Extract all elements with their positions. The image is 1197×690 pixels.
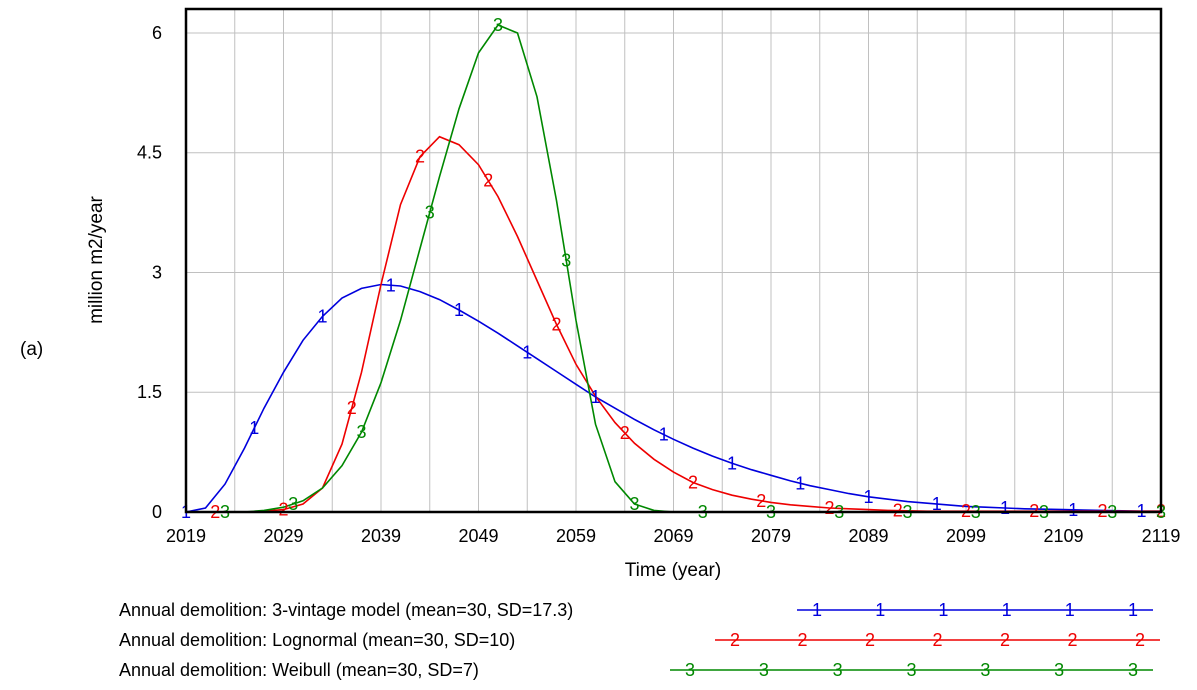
series-marker-1: 1 — [659, 425, 669, 445]
legend-marker-1: 1 — [1128, 600, 1138, 620]
x-tick-label: 2019 — [166, 526, 206, 546]
grid — [186, 9, 1161, 512]
x-tick-label: 2069 — [653, 526, 693, 546]
series-marker-1: 1 — [249, 418, 259, 438]
series-marker-2: 2 — [620, 423, 630, 443]
series-marker-2: 2 — [756, 491, 766, 511]
series-marker-1: 1 — [932, 494, 942, 514]
series-marker-3: 3 — [288, 494, 298, 514]
legend-label-1: Annual demolition: 3-vintage model (mean… — [119, 600, 573, 620]
series-marker-1: 1 — [590, 387, 600, 407]
series-marker-1: 1 — [863, 487, 873, 507]
series-marker-1: 1 — [317, 306, 327, 326]
x-tick-label: 2049 — [458, 526, 498, 546]
y-tick-label: 4.5 — [137, 143, 162, 163]
legend-marker-2: 2 — [1067, 630, 1077, 650]
series-marker-2: 2 — [483, 171, 493, 191]
series-marker-3: 3 — [629, 494, 639, 514]
y-tick-label: 3 — [152, 262, 162, 282]
legend-marker-3: 3 — [1128, 660, 1138, 680]
x-tick-label: 2119 — [1142, 526, 1181, 546]
series-marker-3: 3 — [561, 251, 571, 271]
x-tick-label: 2099 — [946, 526, 986, 546]
x-tick-label: 2039 — [361, 526, 401, 546]
x-tick-label: 2079 — [751, 526, 791, 546]
series-marker-1: 1 — [795, 473, 805, 493]
series-line-1 — [185, 283, 1161, 513]
legend-marker-1: 1 — [1065, 600, 1075, 620]
legend-marker-3: 3 — [685, 660, 695, 680]
legend-label-2: Annual demolition: Lognormal (mean=30, S… — [119, 630, 515, 650]
legend-marker-3: 3 — [1054, 660, 1064, 680]
legend-marker-1: 1 — [938, 600, 948, 620]
series-marker-1: 1 — [1000, 498, 1010, 518]
legend-marker-3: 3 — [833, 660, 843, 680]
y-tick-label: 6 — [152, 23, 162, 43]
y-tick-labels: 0 1.5 3 4.5 6 — [137, 23, 162, 522]
series-marker-1: 1 — [522, 342, 532, 362]
legend-marker-2: 2 — [797, 630, 807, 650]
legend-marker-2: 2 — [730, 630, 740, 650]
series-marker-1: 1 — [1068, 500, 1078, 520]
series-marker-1: 1 — [386, 275, 396, 295]
x-tick-label: 2029 — [263, 526, 303, 546]
series-marker-3: 3 — [356, 422, 366, 442]
legend-marker-2: 2 — [1000, 630, 1010, 650]
legend-label-3: Annual demolition: Weibull (mean=30, SD=… — [119, 660, 479, 680]
legend-marker-1: 1 — [812, 600, 822, 620]
series-marker-3: 3 — [425, 203, 435, 223]
plot-frame — [184, 7, 1163, 514]
legend-marker-1: 1 — [1002, 600, 1012, 620]
legend-marker-2: 2 — [932, 630, 942, 650]
panel-label: (a) — [20, 339, 43, 360]
series-marker-3: 3 — [493, 15, 503, 35]
series-marker-1: 1 — [727, 453, 737, 473]
legend-marker-3: 3 — [759, 660, 769, 680]
series-marker-2: 2 — [278, 500, 288, 520]
x-tick-label: 2109 — [1043, 526, 1083, 546]
series-marker-2: 2 — [415, 147, 425, 167]
legend-marker-3: 3 — [980, 660, 990, 680]
legend-marker-3: 3 — [906, 660, 916, 680]
legend-marker-2: 2 — [1135, 630, 1145, 650]
legend: Annual demolition: 3-vintage model (mean… — [119, 600, 1160, 680]
x-tick-labels: 2019 2029 2039 2049 2059 2069 2079 2089 2099 2109… — [166, 526, 1180, 546]
legend-marker-2: 2 — [865, 630, 875, 650]
series-marker-2: 2 — [551, 314, 561, 334]
series-marker-2: 2 — [893, 501, 903, 521]
series-marker-2: 2 — [824, 498, 834, 518]
x-axis-label: Time (year) — [625, 560, 721, 581]
x-tick-label: 2059 — [556, 526, 596, 546]
y-axis-label: million m2/year — [86, 195, 107, 323]
series-marker-2: 2 — [347, 398, 357, 418]
x-tick-label: 2089 — [848, 526, 888, 546]
legend-marker-1: 1 — [875, 600, 885, 620]
series-marker-2: 2 — [688, 472, 698, 492]
series-marker-1: 1 — [454, 300, 464, 320]
y-tick-label: 1.5 — [137, 382, 162, 402]
y-tick-label: 0 — [152, 502, 162, 522]
